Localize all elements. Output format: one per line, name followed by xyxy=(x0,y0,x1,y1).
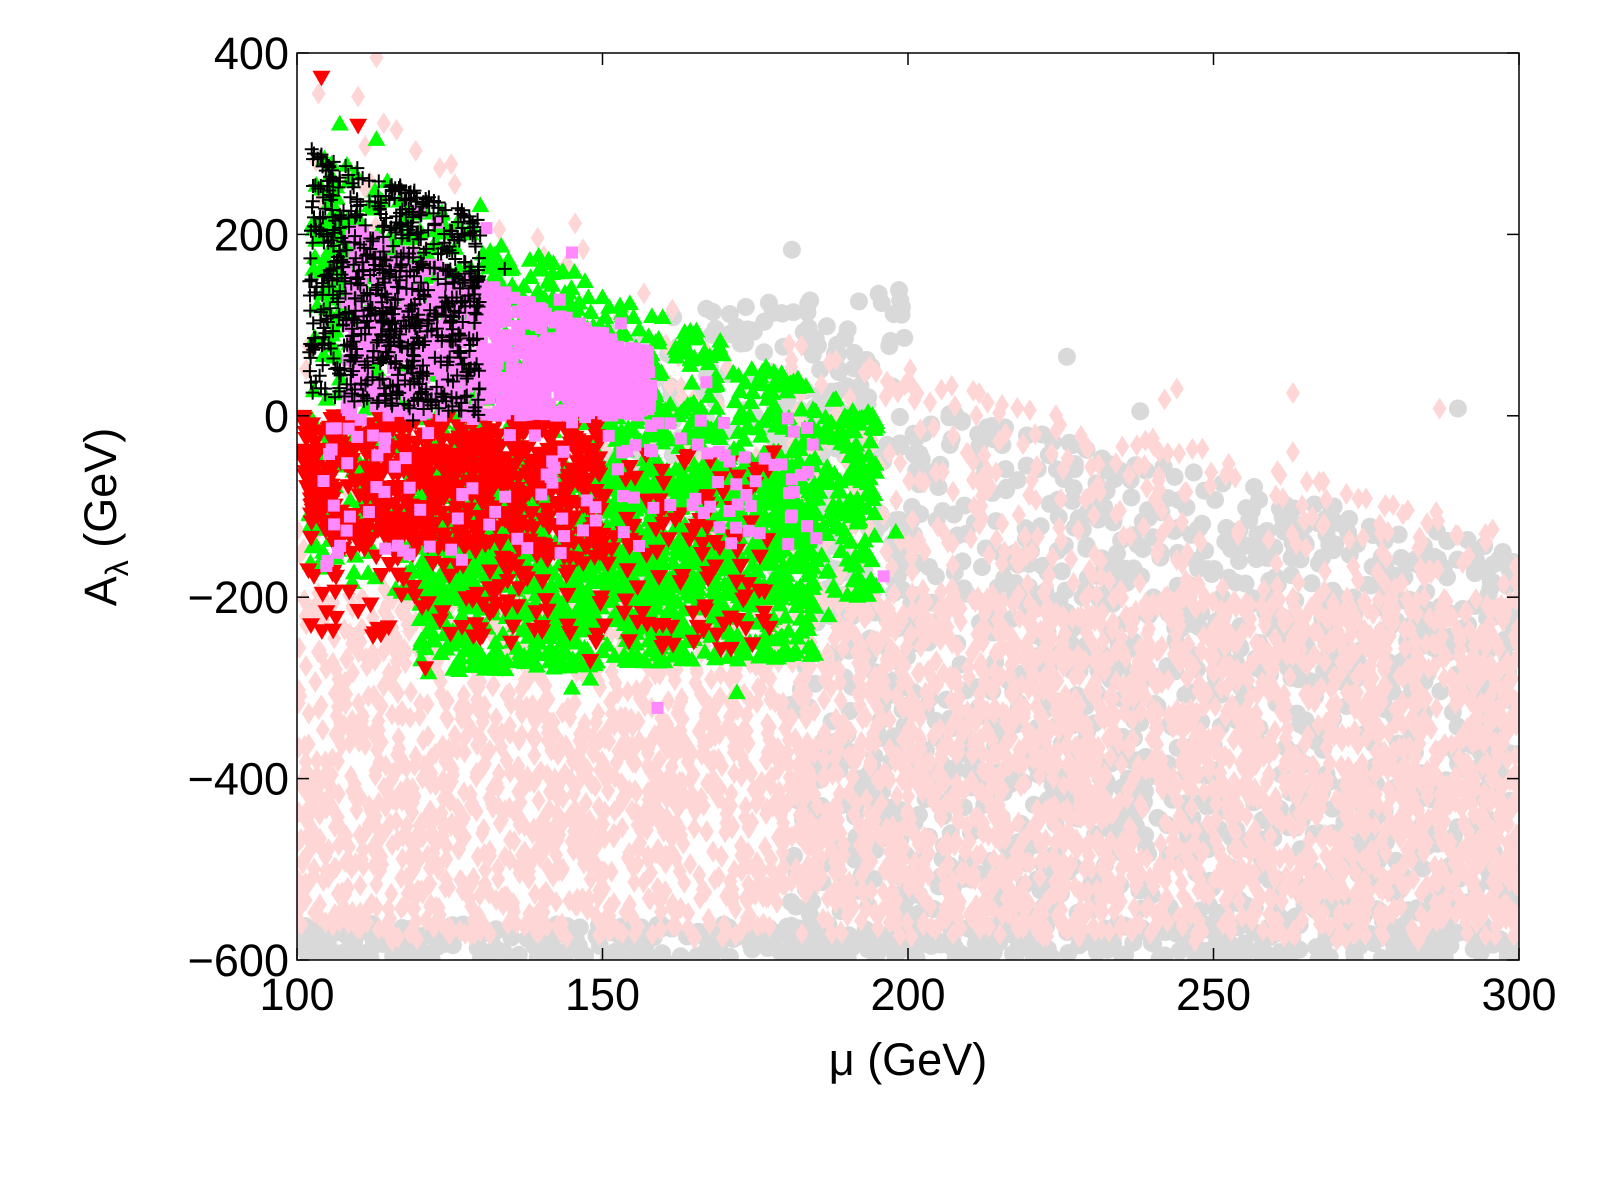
data-point xyxy=(886,948,905,960)
data-point xyxy=(509,950,528,960)
data-point xyxy=(1218,939,1237,958)
data-point xyxy=(907,949,926,960)
data-point xyxy=(782,893,800,911)
data-point xyxy=(890,408,909,426)
data-point xyxy=(817,317,836,336)
data-point xyxy=(789,948,808,960)
data-point xyxy=(1315,934,1334,953)
data-point xyxy=(1237,943,1256,960)
data-point xyxy=(697,299,716,318)
data-point xyxy=(1345,943,1364,960)
data-point xyxy=(1205,560,1224,579)
data-point xyxy=(838,320,857,339)
data-point xyxy=(801,291,820,310)
data-point xyxy=(1302,574,1321,593)
data-point xyxy=(1184,463,1203,482)
data-point xyxy=(743,940,762,959)
data-point xyxy=(1122,488,1141,507)
data-point xyxy=(1448,399,1467,418)
data-point xyxy=(811,941,830,960)
data-point xyxy=(494,943,513,960)
data-point xyxy=(890,281,908,300)
data-point xyxy=(1500,947,1519,960)
data-point xyxy=(1006,946,1025,960)
data-point xyxy=(805,922,824,941)
data-point xyxy=(1088,943,1107,960)
data-point xyxy=(773,304,792,323)
data-point xyxy=(849,292,868,311)
data-point xyxy=(920,558,938,576)
data-point xyxy=(1057,347,1076,366)
data-point xyxy=(1372,949,1391,960)
data-point xyxy=(609,946,628,960)
data-point xyxy=(1237,499,1256,518)
data-point xyxy=(1131,402,1150,421)
data-point xyxy=(1059,944,1078,960)
data-point xyxy=(1227,573,1245,592)
data-point xyxy=(1326,535,1345,554)
data-point xyxy=(866,951,885,960)
data-point xyxy=(1115,561,1134,580)
data-point xyxy=(1230,552,1248,570)
data-point xyxy=(720,305,739,324)
data-point xyxy=(1387,929,1406,948)
data-point xyxy=(945,938,964,957)
data-point xyxy=(895,328,914,347)
data-point xyxy=(572,943,591,960)
data-point xyxy=(778,917,796,936)
data-point xyxy=(1464,940,1483,959)
data-point xyxy=(742,321,761,340)
data-point xyxy=(308,949,327,960)
data-point xyxy=(892,298,911,316)
data-point xyxy=(782,240,801,259)
data-point xyxy=(997,478,1016,497)
data-point xyxy=(720,947,739,960)
data-point xyxy=(532,939,551,958)
data-point xyxy=(931,935,950,954)
data-point xyxy=(361,941,380,960)
data-point xyxy=(1320,947,1339,960)
data-point xyxy=(304,924,323,943)
data-points-layer xyxy=(297,53,1519,960)
data-point xyxy=(736,298,755,316)
data-point xyxy=(1271,943,1290,960)
data-point xyxy=(637,948,656,960)
data-point xyxy=(1064,479,1083,498)
data-point xyxy=(1133,539,1152,558)
data-point xyxy=(671,947,690,960)
data-point xyxy=(1313,548,1332,567)
data-point xyxy=(1254,942,1273,960)
data-point xyxy=(1493,543,1512,561)
data-point xyxy=(1113,946,1131,960)
data-point xyxy=(967,941,986,959)
data-point xyxy=(558,941,577,960)
data-point xyxy=(755,343,773,362)
data-point xyxy=(869,284,888,303)
data-point xyxy=(1170,942,1189,960)
data-point xyxy=(1150,950,1169,960)
data-point xyxy=(1441,936,1460,955)
